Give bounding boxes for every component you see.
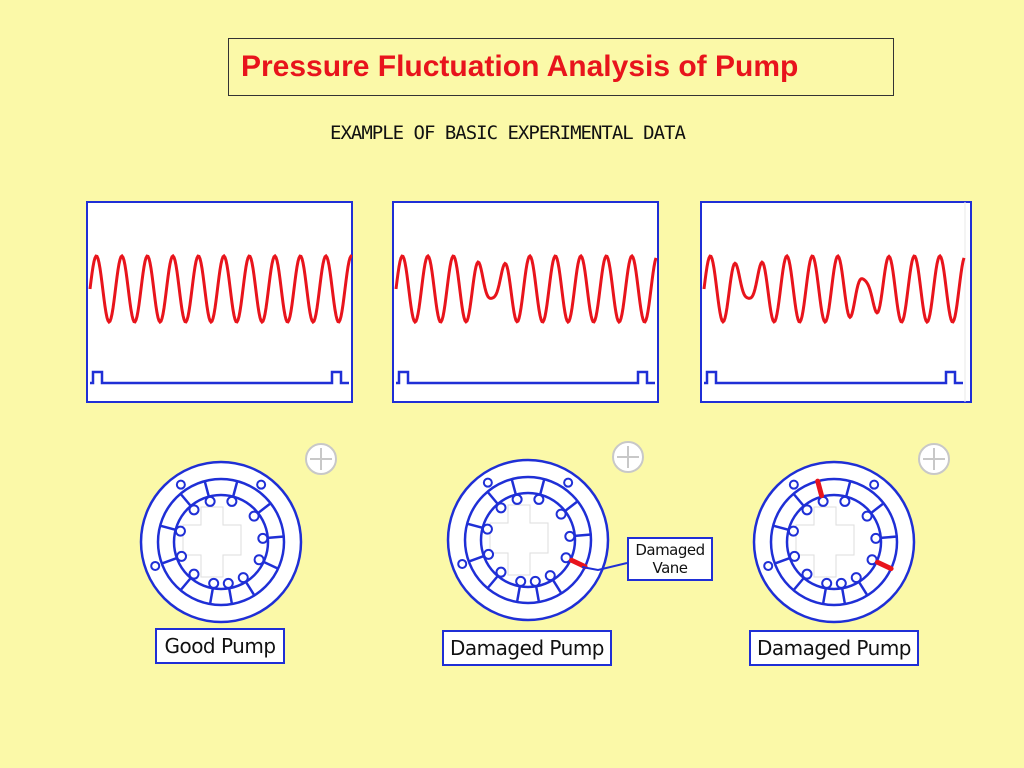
pressure-waveform-3 xyxy=(702,253,966,325)
vane xyxy=(551,579,562,594)
vane xyxy=(844,481,852,497)
vane xyxy=(160,524,176,532)
vane xyxy=(880,535,896,540)
page-title: Pressure Fluctuation Analysis of Pump xyxy=(241,50,799,83)
waveform-panel-3 xyxy=(700,201,972,403)
damaged-vane-marker xyxy=(815,478,825,499)
index-pulse-2 xyxy=(396,370,655,385)
reference-marker-3 xyxy=(918,443,950,475)
vane xyxy=(180,577,192,591)
title-box: Pressure Fluctuation Analysis of Pump xyxy=(228,38,894,96)
damaged-vane-callout: Damaged Vane xyxy=(627,537,713,581)
callout-line-2: Vane xyxy=(652,559,688,577)
pump-diagram-2 xyxy=(446,458,610,622)
vane xyxy=(263,560,278,570)
vane xyxy=(822,588,828,604)
pump-diagram-3 xyxy=(752,460,916,624)
vane xyxy=(231,481,239,497)
pressure-waveform-1 xyxy=(88,253,353,325)
vane xyxy=(467,522,483,530)
vane xyxy=(487,491,499,505)
reference-marker-2 xyxy=(612,441,644,473)
damaged-vane-marker xyxy=(569,557,588,570)
vane xyxy=(510,479,518,495)
index-pulse-3 xyxy=(704,370,963,385)
pump-label-damaged-2: Damaged Pump xyxy=(749,630,919,666)
vane xyxy=(227,588,233,604)
vane xyxy=(487,575,499,589)
vane xyxy=(775,556,791,565)
vane xyxy=(267,535,283,540)
vane xyxy=(793,493,805,507)
waveform-panel-2 xyxy=(392,201,659,403)
vane xyxy=(516,586,522,602)
vane xyxy=(209,588,215,604)
vane xyxy=(257,502,271,515)
vane xyxy=(870,502,884,515)
vane xyxy=(857,581,868,596)
pump-label-damaged-1: Damaged Pump xyxy=(442,630,612,666)
vane xyxy=(203,481,211,497)
vane xyxy=(469,554,485,563)
vane xyxy=(840,588,846,604)
vane xyxy=(538,479,546,495)
vane xyxy=(180,493,192,507)
index-pulse-1 xyxy=(90,370,349,385)
vane xyxy=(534,586,540,602)
callout-pointer xyxy=(581,562,628,572)
waveform-panel-1 xyxy=(86,201,353,403)
pump-diagram-1 xyxy=(139,460,303,624)
reference-marker-1 xyxy=(305,443,337,475)
vane xyxy=(574,533,590,538)
vane xyxy=(162,556,178,565)
vane xyxy=(244,581,255,596)
pressure-waveform-2 xyxy=(394,253,658,325)
vane xyxy=(793,577,805,591)
vane xyxy=(564,500,578,513)
callout-line-1: Damaged xyxy=(635,541,705,559)
vane xyxy=(773,524,789,532)
page-subtitle: EXAMPLE OF BASIC EXPERIMENTAL DATA xyxy=(330,122,686,144)
damaged-vane-marker xyxy=(875,559,894,572)
pump-label-good: Good Pump xyxy=(155,628,285,664)
